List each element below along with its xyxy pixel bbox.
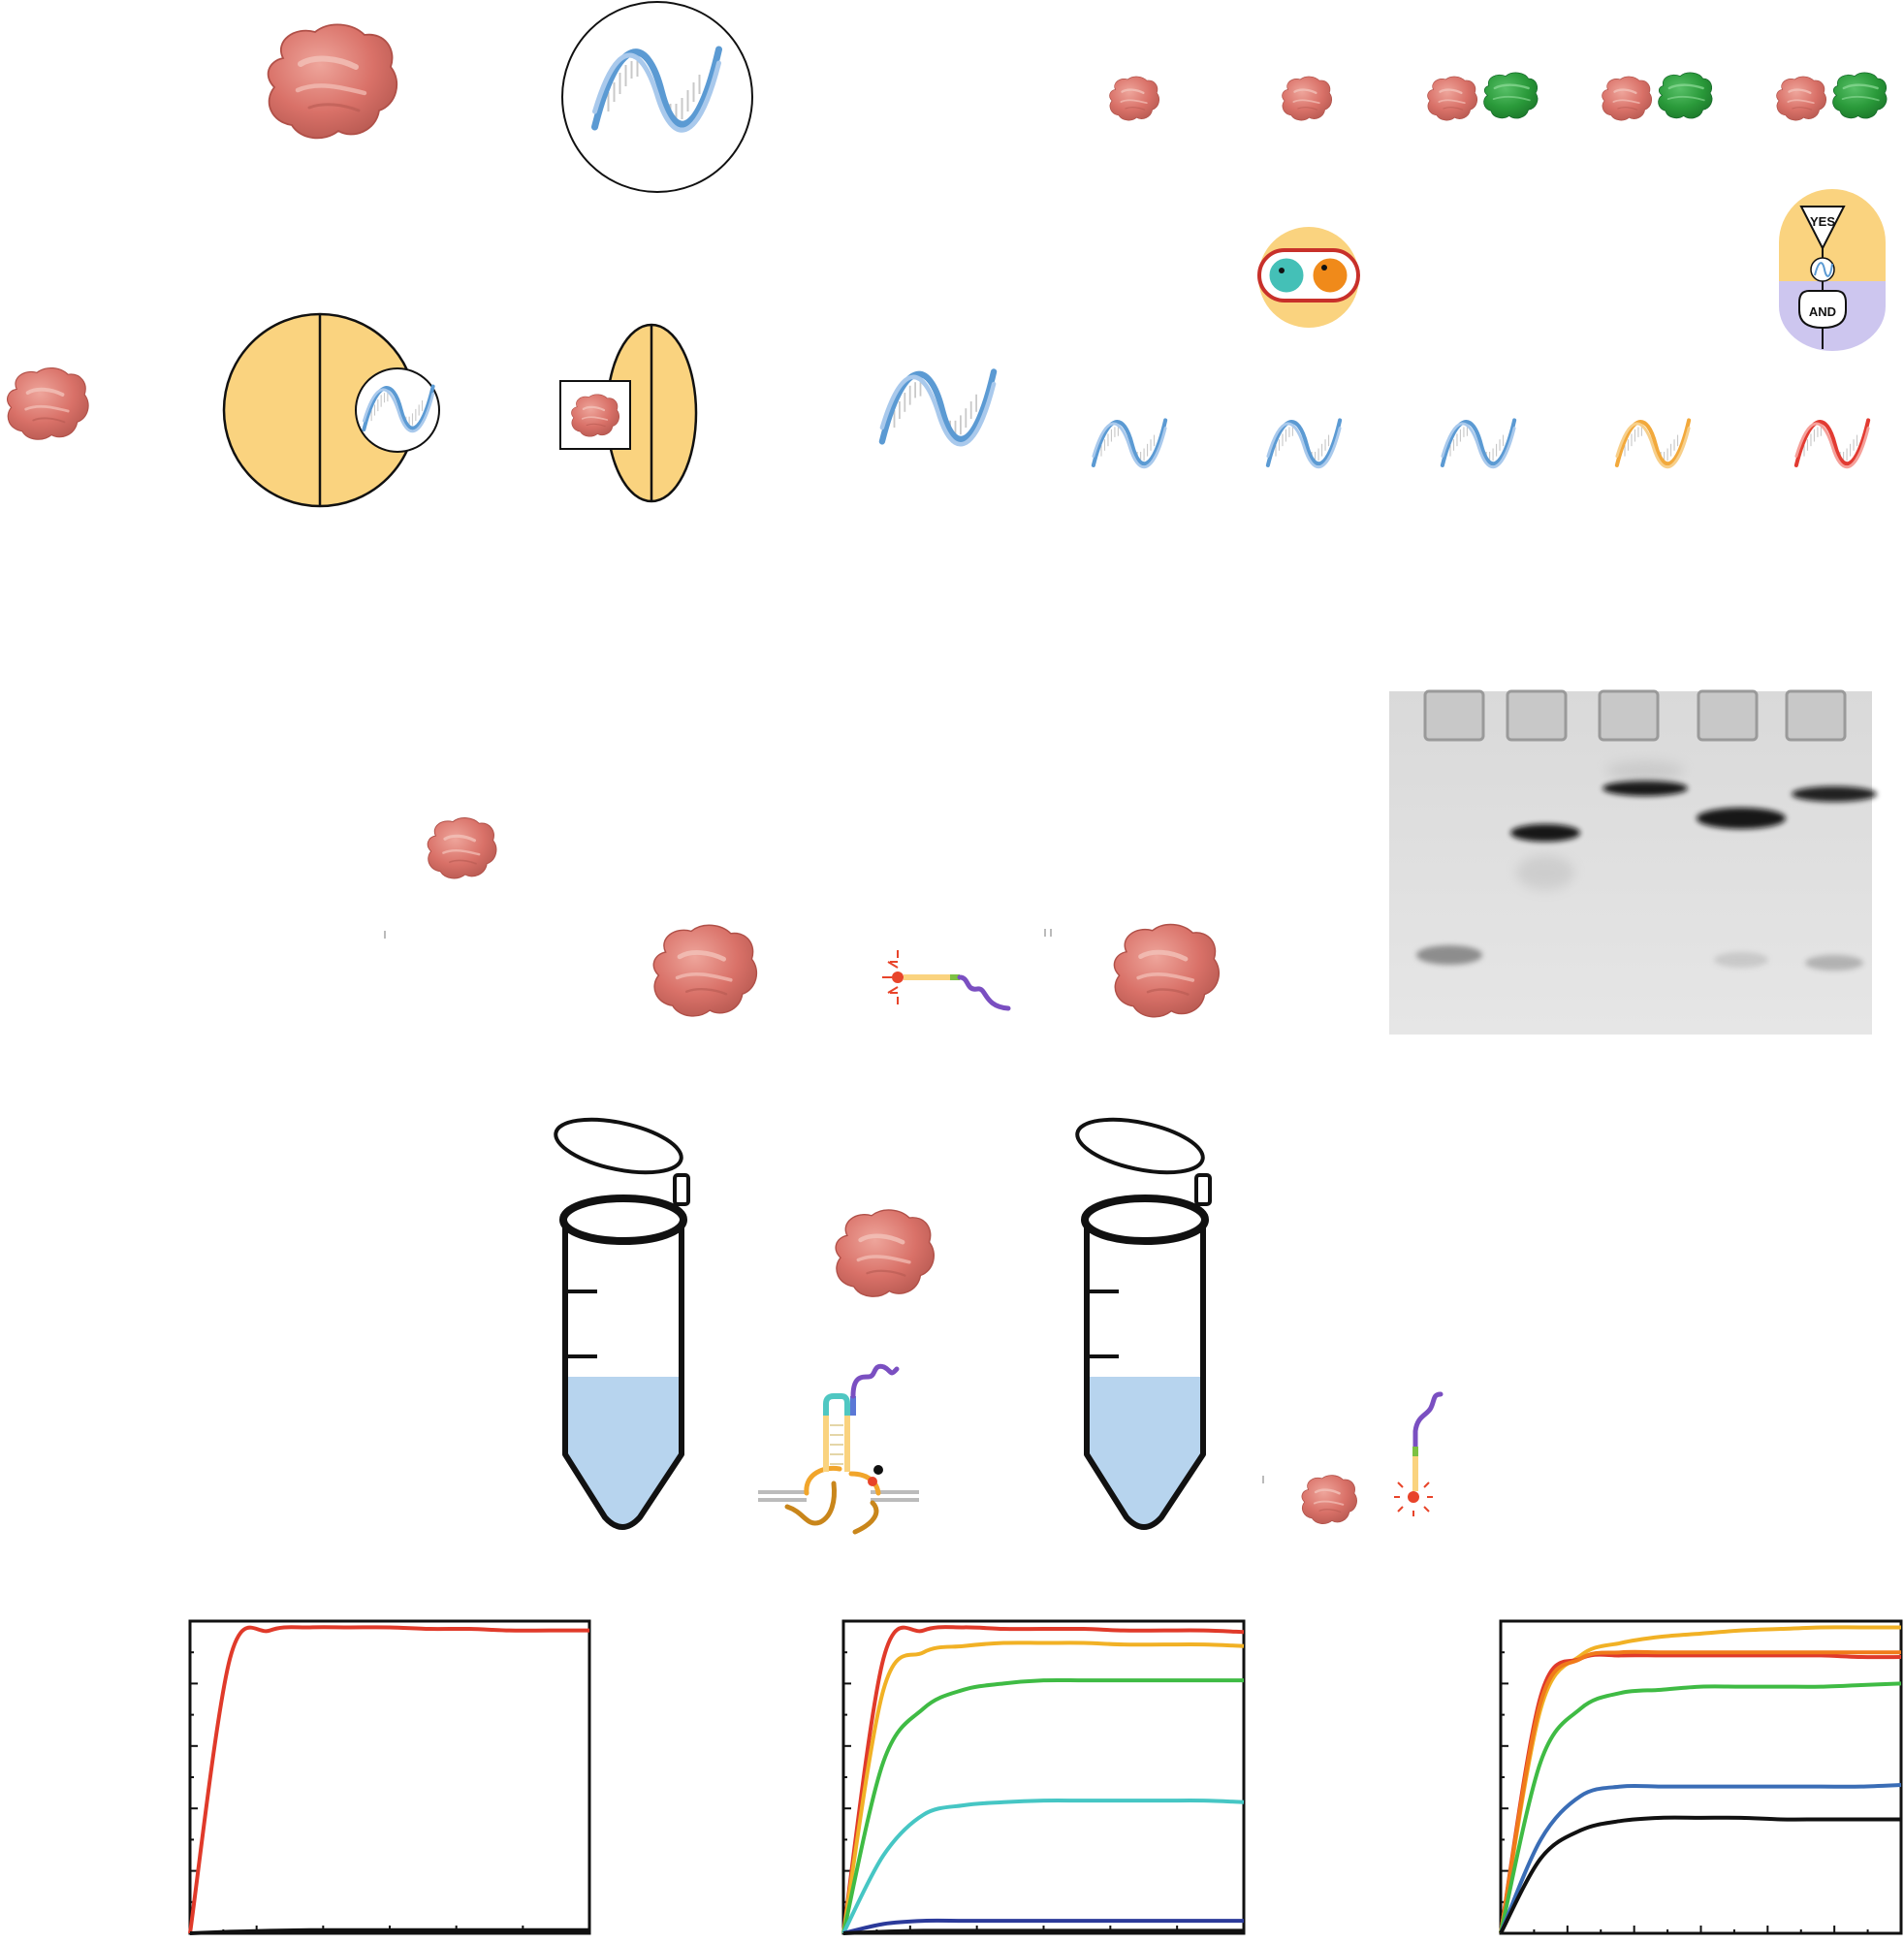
plot-frame [188,1619,591,1935]
protein-icon [1300,1474,1358,1525]
top-panel: YES AND [5,1,1888,508]
protein-row-top [1108,71,1888,122]
series-line-5 [842,1928,1244,1935]
dna-helix-orange-icon [1617,420,1689,466]
protein-icon [1281,75,1333,122]
series-line-0 [1499,1625,1901,1934]
protein-icon [653,925,756,1016]
probe-complex-icon [758,1363,919,1535]
dna-helix-icon [1094,420,1165,466]
dna-in-circle [561,1,753,193]
series-line-1 [841,1640,1245,1934]
protein-icon [1108,75,1160,122]
plot-frame [841,1619,1246,1935]
dna-helix-icon [882,371,994,444]
series-line-4 [842,1918,1244,1935]
series-line-3 [1499,1681,1902,1934]
protein-icon [5,366,90,442]
gel-wells [1423,689,1847,742]
kinetics-chart-3 [1499,1619,1903,1935]
yes-gate-label: YES [1810,214,1835,229]
partner-protein-icon [1657,71,1714,120]
series-line-4 [1499,1783,1902,1934]
microcentrifuge-tube-icon [1075,1117,1212,1530]
and-gate-label: AND [1809,304,1836,319]
dna-row-bottom [1094,420,1868,466]
protein-icon [426,815,498,880]
split-ellipse-with-protein [559,323,698,503]
protein-icon [836,1210,934,1296]
gel-bands [1416,761,1877,971]
charts-panel [188,1619,1903,1935]
series-line-5 [1499,1815,1901,1934]
series-line-0 [188,1625,589,1934]
released-probe-icon [1394,1391,1444,1516]
protein-icon [1601,75,1653,122]
series-line-2 [1499,1649,1902,1934]
logic-gate-cell-icon: YES AND [1779,189,1886,351]
middle-panel [384,689,1877,1035]
dna-helix-icon [1268,420,1340,466]
cell-compartments-icon [1257,227,1360,328]
split-cell-with-dna [222,312,440,508]
kinetics-chart-1 [188,1619,591,1935]
series-line-0 [841,1625,1245,1934]
kinetics-chart-2 [841,1619,1246,1935]
partner-protein-icon [1831,71,1888,120]
protein-icon [1426,75,1478,122]
protein-icon [1775,75,1827,122]
partner-protein-icon [1482,71,1539,120]
series-line-1 [1499,1652,1902,1934]
series-line-1 [189,1927,589,1935]
gel-electrophoresis-image [1389,689,1877,1035]
tubes-panel [554,1117,1444,1535]
series-line-3 [841,1799,1245,1934]
dna-helix-red-icon [1796,420,1868,466]
fluorescent-probe-icon [882,950,1011,1011]
microcentrifuge-tube-icon [554,1117,690,1530]
dna-helix-icon [1443,420,1514,466]
series-line-2 [841,1677,1244,1934]
protein-icon [1114,925,1219,1017]
protein-icon [269,24,397,138]
